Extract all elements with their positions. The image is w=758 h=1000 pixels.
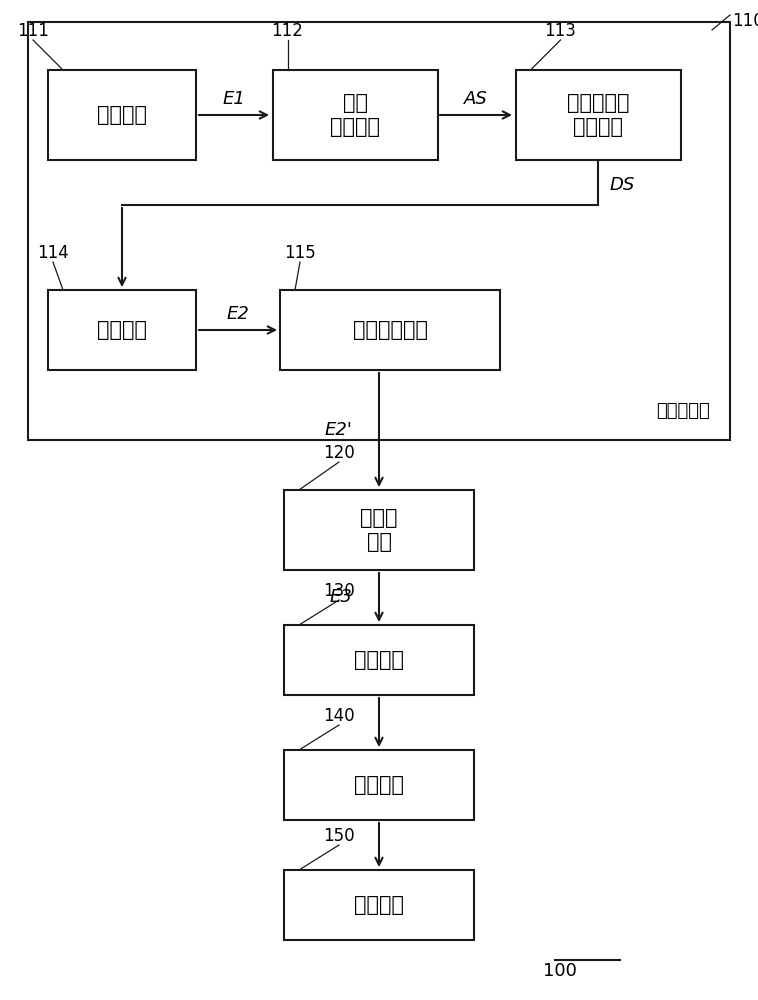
- Text: 100: 100: [543, 962, 577, 980]
- Bar: [284, 870, 474, 940]
- Text: 114: 114: [37, 244, 69, 262]
- Text: 130: 130: [323, 582, 355, 600]
- Text: 110: 110: [732, 12, 758, 30]
- Text: 分类单元: 分类单元: [354, 650, 404, 670]
- Text: 传输单元: 传输单元: [354, 895, 404, 915]
- Text: 模拟至数字
转换单元: 模拟至数字 转换单元: [567, 93, 629, 137]
- Bar: [515, 70, 681, 160]
- Text: 预处理模块: 预处理模块: [656, 402, 710, 420]
- Bar: [28, 22, 730, 440]
- Text: 112: 112: [271, 22, 303, 40]
- Text: AS: AS: [464, 90, 488, 108]
- Bar: [284, 490, 474, 570]
- Text: 115: 115: [284, 244, 316, 262]
- Text: 150: 150: [323, 827, 355, 845]
- Text: 信号增益单元: 信号增益单元: [352, 320, 428, 340]
- Text: 120: 120: [323, 444, 355, 462]
- Text: E3: E3: [329, 588, 352, 606]
- Bar: [284, 750, 474, 820]
- Text: 111: 111: [17, 22, 49, 40]
- Text: 差动
放大单元: 差动 放大单元: [330, 93, 380, 137]
- Text: 感测单元: 感测单元: [97, 105, 147, 125]
- Bar: [272, 70, 437, 160]
- Text: E2: E2: [227, 305, 249, 323]
- Text: E1: E1: [223, 90, 246, 108]
- Text: 正规化
单元: 正规化 单元: [360, 508, 398, 552]
- Text: DS: DS: [610, 176, 635, 194]
- Text: 滤波单元: 滤波单元: [97, 320, 147, 340]
- Text: 140: 140: [323, 707, 355, 725]
- Bar: [48, 70, 196, 160]
- Text: E2': E2': [324, 421, 352, 439]
- Bar: [280, 290, 500, 370]
- Bar: [284, 625, 474, 695]
- Bar: [48, 290, 196, 370]
- Text: 决策单元: 决策单元: [354, 775, 404, 795]
- Text: 113: 113: [544, 22, 576, 40]
